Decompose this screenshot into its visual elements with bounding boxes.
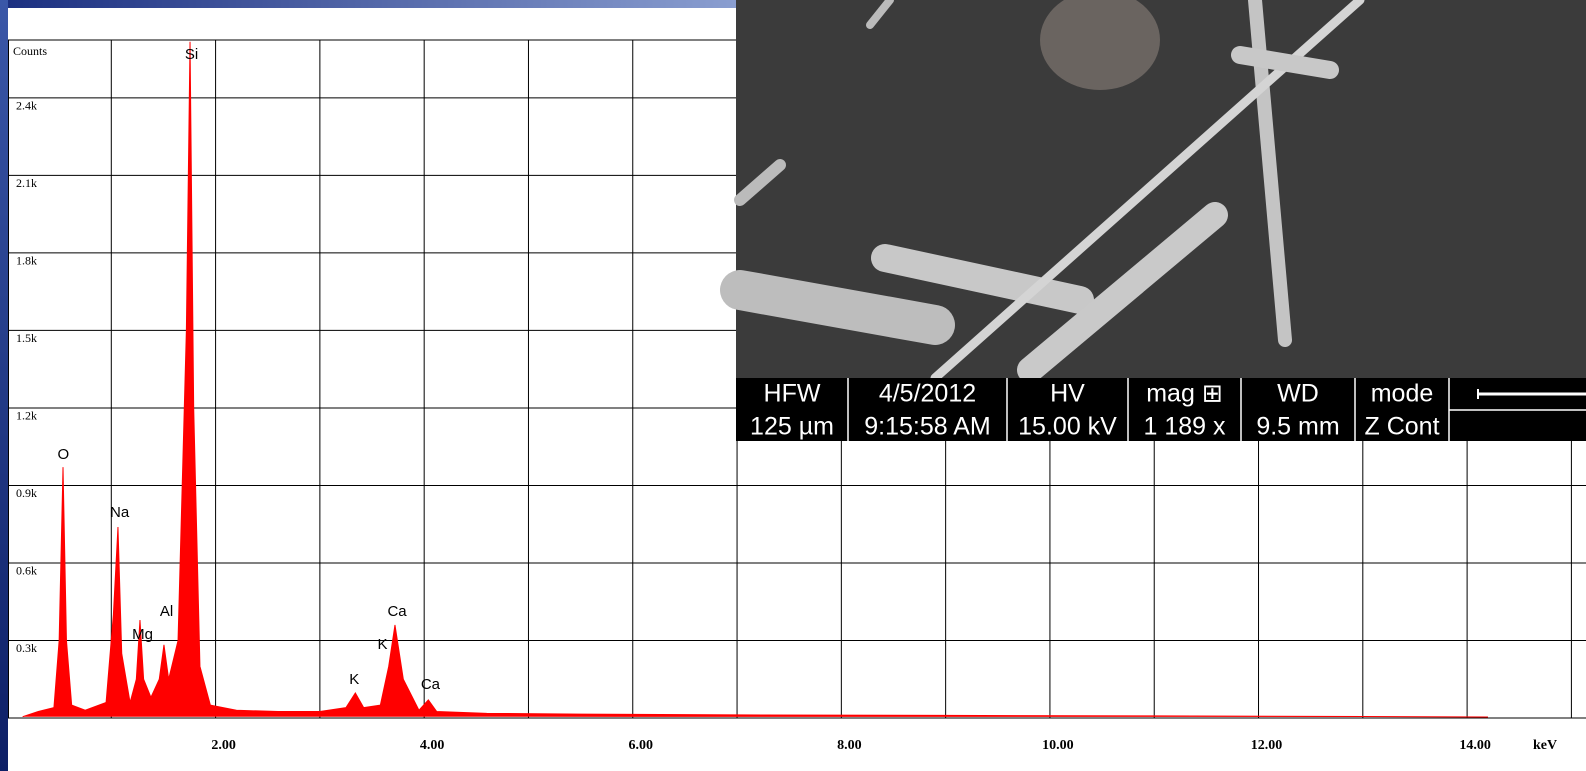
peak-label: K xyxy=(349,671,359,688)
x-tick-label: 8.00 xyxy=(837,738,862,753)
peak-label: Ca xyxy=(387,603,407,620)
peak-label: Al xyxy=(160,603,173,620)
sem-image xyxy=(720,0,1586,441)
y-tick-label: 0.3k xyxy=(16,641,37,655)
spectrum xyxy=(22,41,1488,718)
y-tick-label: 1.8k xyxy=(16,254,37,268)
y-tick-label: 1.2k xyxy=(16,409,37,423)
y-tick-label: 0.6k xyxy=(16,564,37,578)
y-tick-label: 1.5k xyxy=(16,331,37,345)
x-tick-label: 10.00 xyxy=(1042,738,1074,753)
y-tick-label: 2.1k xyxy=(16,176,37,190)
sem-header: mode xyxy=(1371,380,1434,408)
peak-label: Si xyxy=(185,46,198,63)
peak-label: Ca xyxy=(421,676,441,693)
y-tick-label: 0.9k xyxy=(16,486,37,500)
top-band xyxy=(0,0,736,8)
peak-label: Na xyxy=(110,504,130,521)
x-tick-label: 14.00 xyxy=(1459,738,1491,753)
x-axis-label: keV xyxy=(1533,738,1557,753)
y-tick-label: 2.4k xyxy=(16,99,37,113)
x-tick-label: 6.00 xyxy=(629,738,654,753)
sem-header: HFW xyxy=(764,380,821,408)
left-band xyxy=(0,0,8,771)
sem-value: 15.00 kV xyxy=(1018,413,1117,441)
sem-value: 9:15:58 AM xyxy=(864,413,990,441)
peak-label: O xyxy=(57,446,69,463)
x-tick-label: 4.00 xyxy=(420,738,445,753)
sem-header: 4/5/2012 xyxy=(879,380,976,408)
sem-value: 9.5 mm xyxy=(1256,413,1339,441)
peak-label: Mg xyxy=(132,626,153,643)
sem-header: HV xyxy=(1050,380,1085,408)
sem-value: Z Cont xyxy=(1364,413,1439,441)
sem-value: 125 µm xyxy=(750,413,834,441)
sem-header: WD xyxy=(1277,380,1319,408)
x-tick-label: 12.00 xyxy=(1251,738,1283,753)
x-tick-label: 2.00 xyxy=(211,738,236,753)
sem-header: mag ⊞ xyxy=(1146,380,1223,408)
sem-value: 1 189 x xyxy=(1143,413,1226,441)
peak-label: K xyxy=(377,636,387,653)
y-axis-label: Counts xyxy=(13,44,47,58)
